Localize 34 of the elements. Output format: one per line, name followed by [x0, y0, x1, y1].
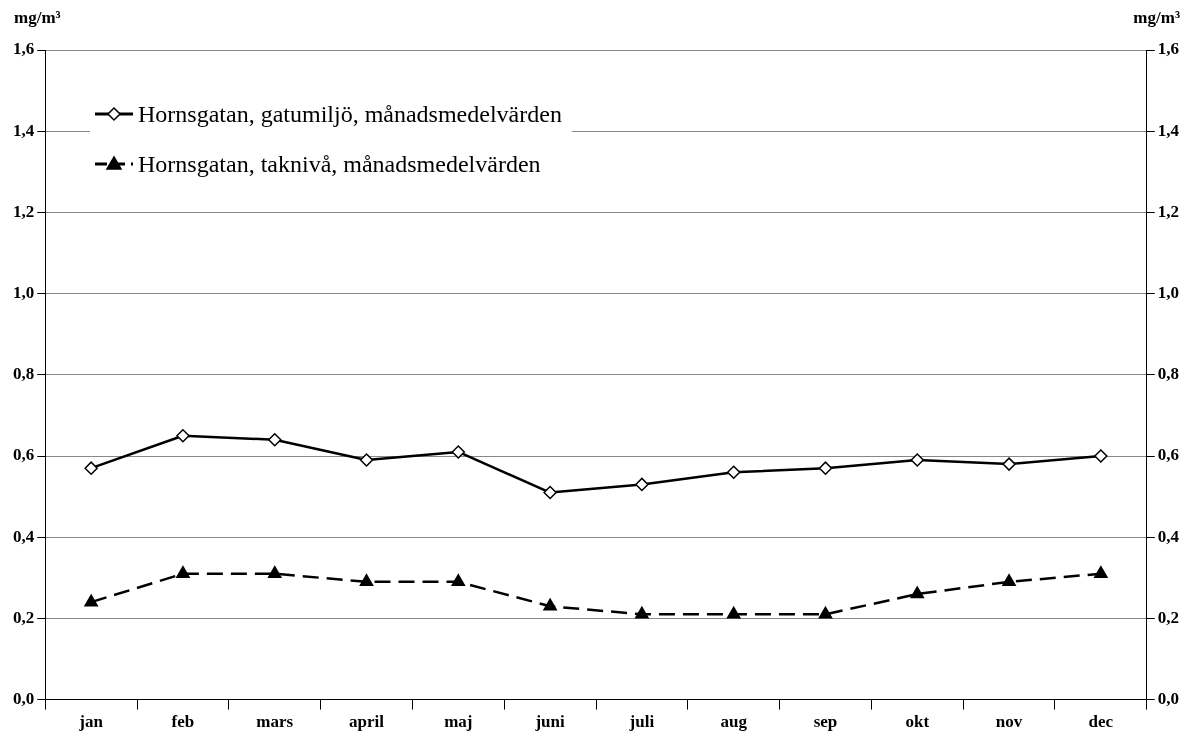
x-tick-label: sep	[813, 712, 838, 732]
x-tick-label: juli	[628, 712, 655, 732]
x-tick-label: april	[349, 712, 385, 732]
y2-tick-label: 0,2	[1157, 607, 1179, 627]
y2-tick-label: 1,2	[1157, 201, 1179, 221]
x-tick-label: maj	[444, 712, 473, 732]
y2-tick-label: 0,0	[1157, 688, 1179, 708]
y2-axis-title: mg/m³	[1133, 8, 1180, 28]
y-axis-title: mg/m³	[14, 8, 61, 28]
y-tick-label: 0,8	[13, 364, 35, 384]
y2-tick-label: 1,6	[1157, 39, 1179, 59]
x-tick-label: jan	[78, 712, 104, 732]
x-tick-label: dec	[1088, 712, 1114, 732]
y-tick-label: 0,0	[13, 688, 35, 708]
x-tick-label: mars	[256, 712, 294, 732]
x-tick-label: juni	[534, 712, 566, 732]
y2-tick-label: 0,6	[1157, 445, 1179, 465]
y-tick-label: 1,4	[13, 120, 35, 140]
y2-tick-label: 0,4	[1157, 526, 1180, 546]
y2-tick-label: 1,4	[1157, 120, 1180, 140]
y-tick-label: 1,2	[13, 201, 35, 221]
y2-tick-label: 1,0	[1157, 282, 1179, 302]
y-tick-label: 0,2	[13, 607, 35, 627]
y-tick-label: 1,0	[13, 282, 35, 302]
y2-tick-label: 0,8	[1157, 364, 1179, 384]
x-tick-label: feb	[171, 712, 195, 732]
y-tick-label: 1,6	[13, 39, 35, 59]
legend-label: Hornsgatan, gatumiljö, månadsmedelvärden	[138, 100, 562, 128]
y-tick-label: 0,4	[13, 526, 35, 546]
x-tick-label: aug	[720, 712, 748, 732]
x-tick-label: nov	[995, 712, 1023, 732]
x-tick-label: okt	[905, 712, 930, 732]
y-tick-label: 0,6	[13, 445, 35, 465]
legend-label: Hornsgatan, taknivå, månadsmedelvärden	[138, 150, 541, 178]
